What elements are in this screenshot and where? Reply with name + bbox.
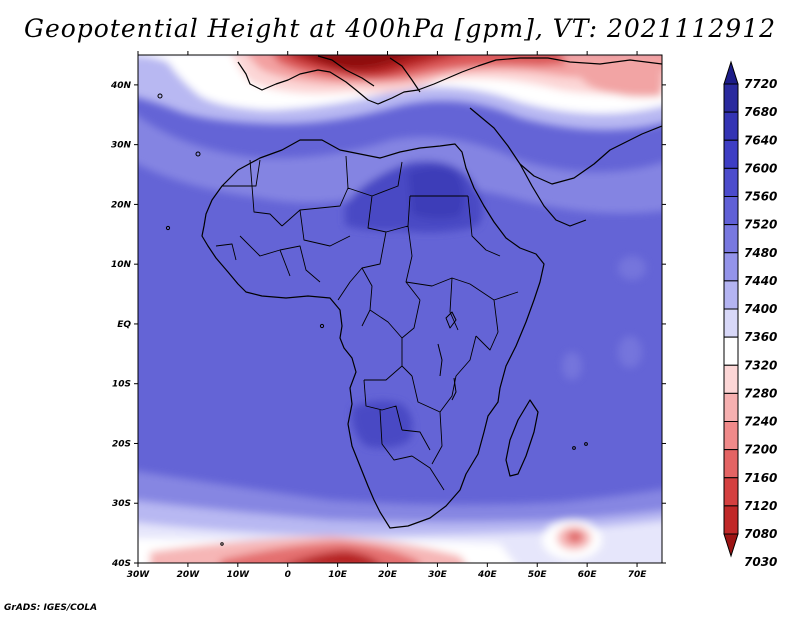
colorbar-label: 7030 <box>744 555 777 569</box>
colorbar-label: 7600 <box>744 161 777 175</box>
lon-tick-label: 50E <box>528 570 548 580</box>
colorbar-swatch <box>723 167 739 197</box>
colorbar-label: 7440 <box>744 274 777 288</box>
africa-coastline <box>201 139 545 529</box>
lon-tick-label: 70E <box>628 570 648 580</box>
lat-tick-label: 30S <box>112 499 131 509</box>
lon-tick-label: 10W <box>227 570 251 580</box>
height-field <box>138 55 662 563</box>
colorbar-label: 7680 <box>744 105 777 119</box>
lon-tick-label: 20W <box>177 570 201 580</box>
colorbar-swatch <box>723 505 739 535</box>
colorbar-label: 7640 <box>744 133 777 147</box>
map-axes: 30W 20W 10W 0 10E 20E 30E 40E 50E 60E 70E 40N 30N 20N… <box>110 51 666 580</box>
plot-frame <box>137 54 663 564</box>
software-credit: GrADS: IGES/COLA <box>4 603 98 613</box>
europe-coastline <box>237 57 662 105</box>
lon-tick-label: 60E <box>578 570 598 580</box>
colorbar-label: 7360 <box>744 330 777 344</box>
lon-tick-label: 30W <box>127 570 151 580</box>
colorbar-swatch <box>723 280 739 310</box>
colorbar-label: 7480 <box>744 246 777 260</box>
lon-tick-label: 30E <box>428 570 448 580</box>
colorbar-label: 7160 <box>744 471 777 485</box>
colorbar-label: 7200 <box>744 443 777 457</box>
colorbar-label: 7560 <box>744 190 777 204</box>
colorbar: 7720 7680 7640 7600 7560 7520 7480 7440 7400 7360… <box>723 60 777 569</box>
colorbar-swatch <box>723 477 739 507</box>
lon-tick-label: 40E <box>477 570 498 580</box>
lat-tick-label: EQ <box>117 320 131 330</box>
arabia-coastline <box>469 107 662 185</box>
colorbar-label: 7720 <box>744 77 777 91</box>
lat-tick-label: 20N <box>111 200 132 210</box>
colorbar-label: 7320 <box>744 358 777 372</box>
colorbar-label: 7280 <box>744 386 777 400</box>
lat-tick-label: 10N <box>111 260 132 270</box>
colorbar-swatch <box>723 392 739 422</box>
colorbar-swatch <box>723 336 739 366</box>
colorbar-swatch <box>723 252 739 282</box>
colorbar-swatch <box>723 421 739 451</box>
colorbar-swatch <box>723 111 739 141</box>
colorbar-top-arrow <box>723 60 739 85</box>
lon-tick-label: 20E <box>378 570 398 580</box>
colorbar-label: 7080 <box>744 527 777 541</box>
colorbar-swatch <box>723 139 739 169</box>
lon-tick-label: 10E <box>328 570 348 580</box>
colorbar-label: 7240 <box>744 415 777 429</box>
colorbar-label: 7120 <box>744 499 777 513</box>
lat-tick-label: 40S <box>111 559 131 569</box>
colorbar-swatch <box>723 196 739 226</box>
colorbar-swatch <box>723 224 739 254</box>
colorbar-swatch <box>723 83 739 113</box>
madagascar-coastline <box>505 399 539 477</box>
lat-tick-label: 30N <box>111 141 132 151</box>
lat-tick-label: 40N <box>110 81 132 91</box>
colorbar-label: 7400 <box>744 302 777 316</box>
lon-tick-label: 0 <box>285 570 291 580</box>
colorbar-swatch <box>723 308 739 338</box>
lat-tick-label: 10S <box>112 380 131 390</box>
colorbar-swatch <box>723 449 739 479</box>
country-borders <box>215 155 519 491</box>
map-title: Geopotential Height at 400hPa [gpm], VT:… <box>23 14 777 43</box>
colorbar-bottom-arrow <box>723 533 739 558</box>
colorbar-swatch <box>723 364 739 394</box>
coastlines <box>157 55 662 546</box>
lat-tick-label: 20S <box>112 439 131 449</box>
colorbar-label: 7520 <box>744 218 777 232</box>
